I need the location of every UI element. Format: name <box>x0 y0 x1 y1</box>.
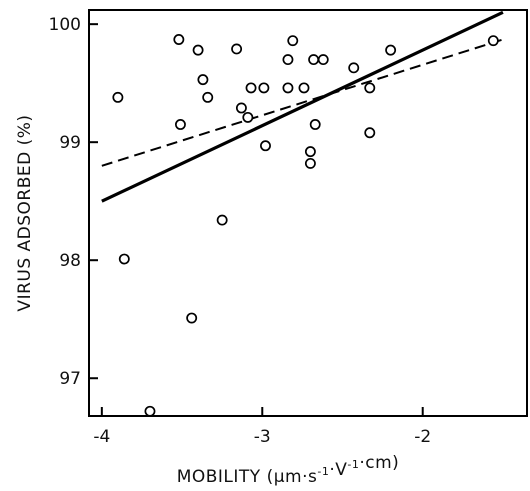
data-point <box>304 146 316 158</box>
data-point <box>287 35 299 47</box>
y-tick-label: 100 <box>49 15 81 35</box>
data-point <box>173 34 185 45</box>
data-point <box>231 43 243 55</box>
solid-fit-line <box>101 10 504 203</box>
y-tick-label: 97 <box>59 369 81 389</box>
data-point <box>245 82 257 94</box>
data-point <box>282 54 294 66</box>
y-axis: 97 98 99 100 <box>49 15 98 389</box>
data-point <box>282 82 294 94</box>
data-point <box>216 214 228 226</box>
y-axis-title: VIRUS ADSORBED (%) <box>15 114 35 311</box>
y-tick-label: 99 <box>59 133 81 153</box>
data-point <box>242 111 254 123</box>
data-point <box>487 35 499 47</box>
data-point <box>260 140 271 152</box>
data-point <box>197 74 209 86</box>
data-point <box>309 119 321 130</box>
x-axis: -4 -3 -2 <box>93 407 431 447</box>
fit-lines <box>101 10 504 203</box>
x-tick-label: -4 <box>93 427 110 447</box>
data-point <box>144 405 156 417</box>
data-point <box>175 119 186 130</box>
data-point <box>317 54 329 66</box>
data-point <box>235 102 247 114</box>
data-point <box>364 127 376 139</box>
y-tick-label: 98 <box>59 251 81 271</box>
data-point <box>348 62 360 74</box>
data-point <box>258 82 270 94</box>
x-tick-label: -3 <box>254 427 271 447</box>
data-point <box>298 82 310 94</box>
data-point <box>202 91 214 103</box>
data-point <box>118 253 130 265</box>
data-point <box>112 91 124 103</box>
data-point <box>304 157 316 169</box>
x-tick-label: -2 <box>414 427 431 447</box>
data-point <box>186 312 198 324</box>
dashed-fit-line <box>101 38 504 167</box>
data-point <box>385 44 397 56</box>
data-point <box>364 82 376 94</box>
data-point <box>192 44 204 56</box>
plot-frame <box>88 9 528 417</box>
data-points <box>112 34 499 417</box>
data-point <box>308 54 320 66</box>
x-axis-title: MOBILITY (μm·s-1·V-1·cm) <box>177 453 400 487</box>
